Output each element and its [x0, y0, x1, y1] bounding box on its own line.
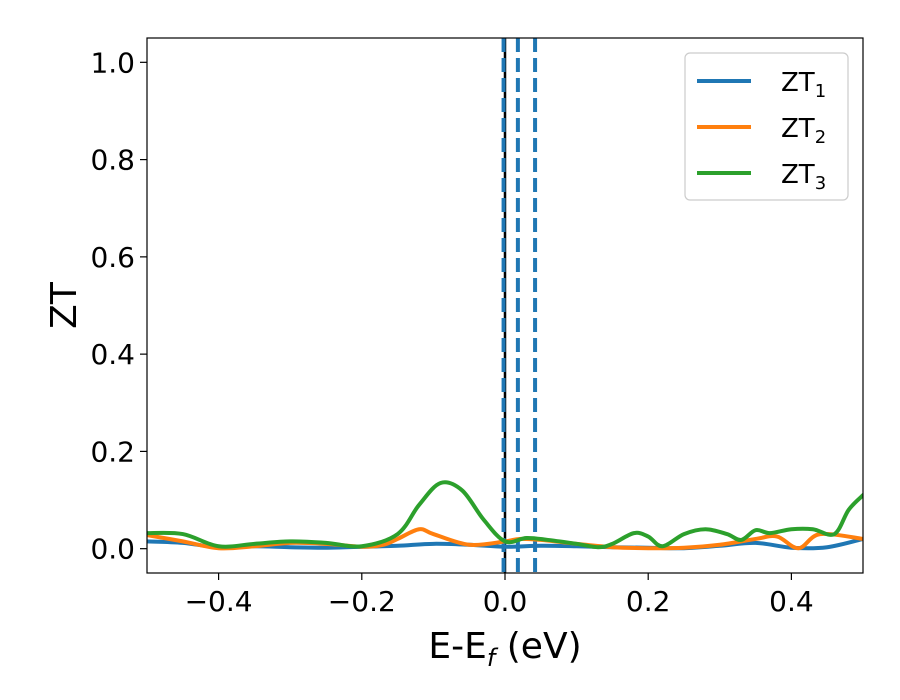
series-lines: [147, 480, 863, 551]
y-tick-label: 0.2: [90, 435, 135, 468]
y-tick-label: 0.8: [90, 144, 135, 177]
x-tick-label: −0.4: [185, 585, 253, 618]
y-tick-label: 0.6: [90, 241, 135, 274]
y-tick-label: 0.0: [90, 533, 135, 566]
x-axis-ticks: −0.4 −0.2 0.0 0.2 0.4: [185, 573, 814, 618]
x-tick-label: −0.2: [328, 585, 396, 618]
y-axis-ticks: 0.0 0.2 0.4 0.6 0.8 1.0: [90, 46, 147, 566]
y-tick-label: 0.4: [90, 338, 135, 371]
y-tick-label: 1.0: [90, 46, 135, 79]
legend-label-zt1: ZT1: [781, 68, 826, 102]
y-axis-label: ZT: [44, 281, 85, 329]
vertical-reference-lines: [501, 38, 538, 573]
legend-box: [684, 52, 849, 201]
x-tick-label: 0.4: [769, 585, 814, 618]
x-tick-label: 0.0: [483, 585, 528, 618]
x-tick-label: 0.2: [626, 585, 671, 618]
legend: ZT1 ZT2 ZT3: [684, 52, 849, 201]
legend-label-zt2: ZT2: [781, 114, 826, 148]
x-axis-label: E-Ef (eV): [428, 626, 581, 672]
legend-label-zt3: ZT3: [781, 160, 826, 194]
series-line-zt3: [147, 480, 863, 550]
